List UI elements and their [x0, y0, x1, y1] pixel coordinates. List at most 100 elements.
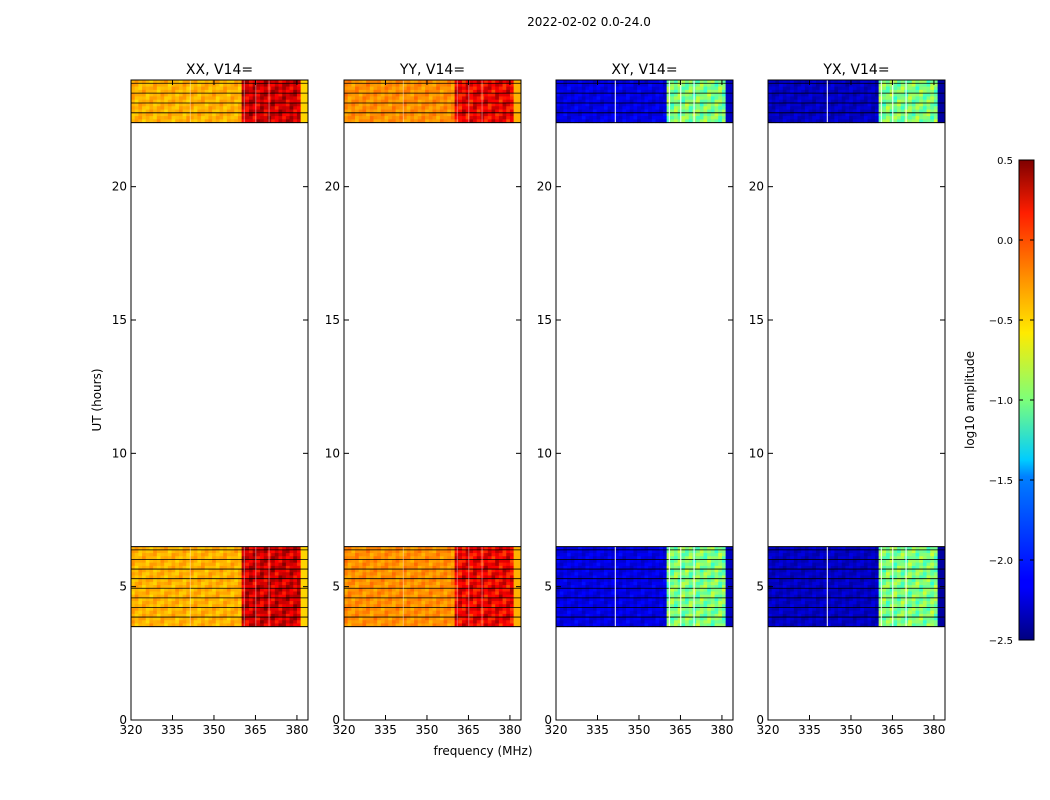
- heatmap-cell: [355, 99, 360, 104]
- heatmap-cell: [670, 575, 675, 580]
- heatmap-cell: [655, 594, 660, 599]
- heatmap-cell: [190, 604, 195, 608]
- heatmap-cell: [267, 83, 272, 87]
- heatmap-cell: [718, 549, 723, 554]
- heatmap-cell: [289, 613, 294, 618]
- heatmap-cell: [710, 559, 715, 564]
- heatmap-cell: [167, 591, 172, 596]
- heatmap-cell: [219, 119, 224, 124]
- heatmap-cell: [491, 578, 496, 583]
- heatmap-cell: [201, 119, 206, 124]
- heatmap-cell: [581, 610, 586, 615]
- heatmap-cell: [403, 556, 408, 560]
- heatmap-cell: [164, 109, 169, 114]
- heatmap-cell: [563, 617, 568, 621]
- heatmap-cell: [432, 559, 437, 564]
- heatmap-cell: [167, 93, 172, 97]
- heatmap-cell: [160, 588, 165, 592]
- heatmap-cell: [285, 572, 290, 576]
- heatmap-cell: [256, 83, 261, 87]
- heatmap-cell: [476, 588, 481, 592]
- heatmap-cell: [237, 83, 243, 87]
- heatmap-cell: [718, 594, 723, 599]
- heatmap-cell: [447, 578, 452, 583]
- heatmap-cell: [293, 553, 298, 557]
- heatmap-cell: [388, 601, 393, 605]
- heatmap-cell: [495, 93, 500, 97]
- heatmap-cell: [592, 559, 597, 564]
- heatmap-cell: [230, 119, 235, 124]
- heatmap-cell: [145, 581, 150, 586]
- heatmap-cell: [395, 93, 400, 97]
- heatmap-cell: [164, 594, 169, 599]
- heatmap-cell: [285, 109, 290, 114]
- heatmap-cell: [674, 553, 679, 557]
- heatmap-cell: [347, 93, 352, 97]
- heatmap-cell: [167, 565, 172, 570]
- heatmap-cell: [670, 569, 675, 573]
- heatmap-cell: [245, 106, 250, 110]
- heatmap-cell: [581, 594, 586, 599]
- heatmap-cell: [436, 601, 441, 605]
- heatmap-cell: [644, 623, 649, 628]
- heatmap-cell: [347, 559, 352, 564]
- heatmap-cell: [256, 617, 261, 621]
- heatmap-cell: [570, 562, 575, 567]
- heatmap-cell: [509, 585, 515, 589]
- heatmap-cell: [142, 549, 147, 554]
- heatmap-cell: [629, 578, 634, 583]
- heatmap-cell: [234, 99, 239, 104]
- heatmap-cell: [699, 569, 704, 573]
- panel-frame: [343, 79, 522, 721]
- heatmap-cell: [556, 613, 561, 618]
- heatmap-cell: [399, 86, 404, 91]
- heatmap-cell: [578, 581, 583, 586]
- heatmap-cell: [403, 553, 408, 557]
- heatmap-cell: [212, 116, 217, 120]
- heatmap-cell: [300, 116, 305, 120]
- heatmap-cell: [659, 610, 664, 615]
- heatmap-cell: [725, 604, 730, 608]
- heatmap-cell: [637, 569, 642, 573]
- heatmap-cell: [710, 604, 715, 608]
- heatmap-cell: [567, 585, 572, 589]
- heatmap-cell: [138, 83, 143, 87]
- heatmap-cell: [131, 556, 136, 560]
- heatmap-cell: [215, 109, 220, 114]
- heatmap-cell: [142, 553, 147, 557]
- heatmap-cell: [648, 556, 653, 560]
- heatmap-cell: [391, 119, 397, 124]
- heatmap-cell: [596, 569, 601, 573]
- heatmap-cell: [204, 565, 209, 570]
- heatmap-cell: [574, 549, 579, 554]
- heatmap-cell: [300, 613, 305, 618]
- heatmap-cell: [156, 99, 161, 104]
- heatmap-cell: [465, 607, 470, 612]
- heatmap-cell: [193, 96, 198, 101]
- heatmap-cell: [425, 578, 430, 583]
- heatmap-cell: [618, 546, 623, 551]
- heatmap-cell: [134, 80, 139, 84]
- heatmap-cell: [293, 575, 298, 580]
- heatmap-cell: [495, 102, 500, 107]
- heatmap-cell: [729, 559, 734, 564]
- heatmap-cell: [245, 623, 250, 628]
- heatmap-cell: [289, 80, 294, 84]
- heatmap-cell: [366, 604, 371, 608]
- heatmap-cell: [417, 83, 422, 87]
- heatmap-cell: [171, 546, 176, 551]
- heatmap-cell: [366, 546, 371, 551]
- heatmap-cell: [182, 588, 187, 592]
- heatmap-cell: [574, 594, 579, 599]
- heatmap-cell: [182, 106, 187, 110]
- heatmap-cell: [289, 559, 294, 564]
- heatmap-cell: [167, 96, 172, 101]
- heatmap-cell: [417, 86, 422, 91]
- heatmap-cell: [380, 604, 385, 608]
- heatmap-cell: [204, 569, 209, 573]
- heatmap-cell: [417, 594, 422, 599]
- heatmap-cell: [428, 569, 433, 573]
- heatmap-cell: [458, 556, 463, 560]
- heatmap-cell: [241, 578, 246, 583]
- heatmap-cell: [450, 93, 456, 97]
